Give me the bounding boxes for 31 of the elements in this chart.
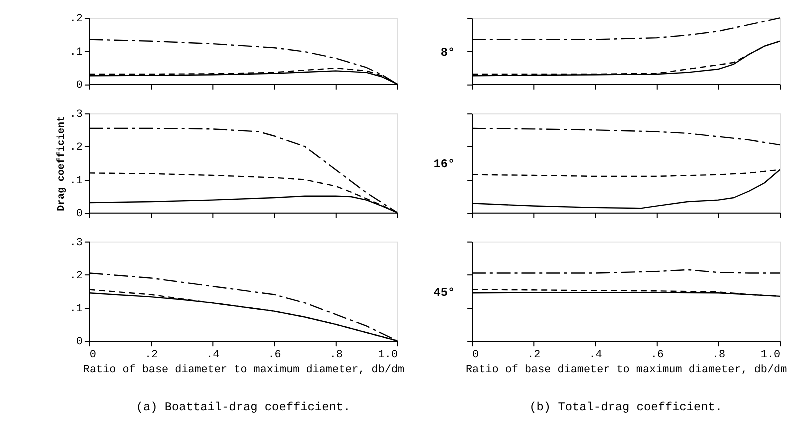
y-axis-title: 45° (434, 286, 456, 300)
y-tick-label: 0 (76, 336, 83, 349)
x-tick-label: .6 (650, 349, 664, 362)
x-tick-label: .8 (712, 349, 726, 362)
y-tick-label: .3 (70, 237, 83, 250)
x-tick-label: .8 (330, 349, 343, 362)
x-tick-label: .2 (528, 349, 541, 362)
x-tick-label: 0 (90, 349, 96, 362)
y-tick-label: .1 (70, 175, 84, 188)
y-tick-label: .3 (70, 109, 83, 122)
y-tick-label: .1 (70, 303, 84, 316)
x-tick-label: .4 (589, 349, 602, 362)
y-tick-label: .2 (70, 142, 83, 154)
x-axis-title: Ratio of base diameter to maximum diameter, db/dm (83, 364, 405, 376)
y-axis-title: 16° (434, 158, 456, 172)
x-tick-label: 1.0 (760, 349, 781, 362)
y-tick-label: .2 (70, 14, 83, 26)
y-axis-title: Drag coefficient (56, 116, 67, 212)
x-tick-label: 0 (472, 349, 480, 362)
x-tick-label: .6 (268, 349, 282, 362)
x-tick-label: 1.0 (378, 349, 398, 362)
y-tick-label: 0 (76, 80, 83, 92)
x-tick-label: .4 (206, 349, 220, 362)
text: (b) Total-drag coefficient. (530, 400, 723, 415)
y-tick-label: .1 (70, 46, 84, 59)
x-axis-title: Ratio of base diameter to maximum diameter, db/dm (466, 364, 788, 376)
text: (a) Boattail-drag coefficient. (136, 400, 351, 415)
y-tick-label: 0 (76, 208, 83, 220)
y-tick-label: .2 (70, 270, 83, 282)
y-axis-title: 8° (440, 46, 456, 60)
x-tick-label: .2 (144, 349, 158, 362)
